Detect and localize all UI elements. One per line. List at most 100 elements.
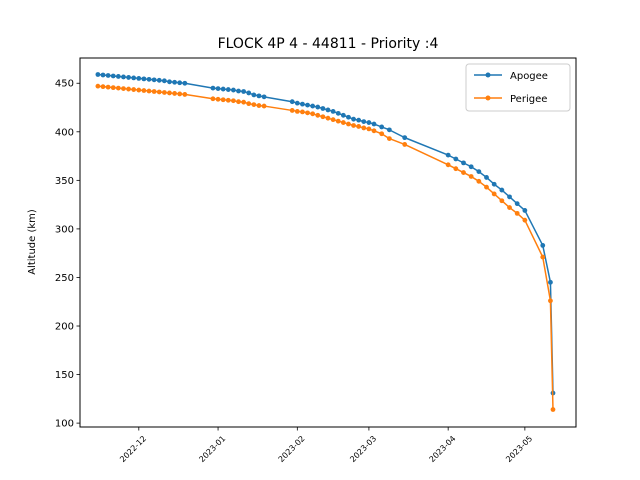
data-point-apogee [300, 101, 305, 107]
plot-lines [95, 72, 556, 412]
data-point-apogee [366, 120, 372, 125]
data-point-apogee [514, 201, 520, 207]
data-point-perigee [236, 99, 241, 105]
data-point-apogee [172, 79, 177, 85]
data-point-apogee [110, 73, 116, 79]
data-point-perigee [548, 298, 553, 304]
data-point-perigee [210, 96, 216, 102]
y-tick-label: 300 [55, 224, 74, 235]
data-point-apogee [100, 72, 106, 78]
data-point-perigee [335, 118, 341, 124]
data-point-perigee [361, 125, 367, 131]
data-point-apogee [484, 175, 489, 180]
data-point-apogee [210, 85, 216, 91]
data-point-perigee [261, 103, 267, 109]
data-point-perigee [445, 162, 451, 168]
data-point-apogee [548, 279, 553, 285]
data-point-perigee [167, 90, 172, 96]
data-point-apogee [356, 117, 362, 123]
data-point-apogee [141, 76, 147, 82]
data-point-perigee [453, 166, 459, 172]
data-point-apogee [499, 187, 505, 193]
data-point-apogee [315, 104, 321, 110]
data-point-apogee [310, 103, 316, 109]
data-point-perigee [215, 96, 221, 102]
data-point-apogee [335, 110, 341, 116]
data-point-apogee [167, 79, 172, 85]
legend-marker-perigee [485, 95, 491, 101]
data-point-perigee [402, 142, 408, 147]
data-point-apogee [402, 135, 408, 141]
data-point-perigee [379, 131, 385, 137]
data-point-perigee [310, 111, 316, 117]
data-point-apogee [289, 99, 295, 105]
data-point-perigee [294, 109, 300, 114]
data-point-perigee [126, 86, 131, 92]
y-tick-label: 100 [55, 419, 74, 430]
data-point-apogee [156, 77, 162, 83]
y-tick-label: 200 [55, 322, 74, 333]
data-point-apogee [371, 121, 377, 127]
data-point-perigee [110, 85, 116, 91]
y-axis-label: Altitude (km) [27, 209, 38, 275]
data-point-perigee [366, 126, 372, 132]
data-point-perigee [491, 191, 497, 197]
data-point-perigee [371, 128, 377, 134]
data-point-apogee [507, 194, 512, 200]
data-point-perigee [131, 87, 137, 92]
chart-title: FLOCK 4P 4 - 44811 - Priority :4 [218, 36, 439, 52]
data-point-perigee [315, 112, 321, 118]
data-point-perigee [550, 407, 556, 412]
data-point-perigee [161, 90, 167, 95]
data-point-perigee [346, 121, 351, 127]
data-point-perigee [177, 91, 183, 97]
data-point-perigee [241, 99, 247, 105]
data-point-apogee [261, 94, 267, 100]
data-point-perigee [231, 98, 236, 104]
data-point-apogee [131, 75, 137, 81]
data-point-perigee [172, 91, 177, 96]
data-point-perigee [136, 87, 142, 93]
data-point-perigee [320, 114, 326, 120]
data-point-apogee [340, 112, 346, 118]
data-point-apogee [146, 76, 152, 82]
data-point-perigee [220, 97, 226, 103]
y-tick-label: 400 [55, 127, 74, 138]
y-tick-label: 350 [55, 176, 74, 187]
data-point-perigee [251, 102, 257, 108]
data-point-apogee [445, 152, 451, 158]
data-point-perigee [540, 254, 546, 260]
data-point-apogee [251, 92, 257, 98]
data-point-apogee [95, 72, 101, 77]
data-point-apogee [161, 78, 167, 84]
data-point-apogee [151, 77, 157, 83]
data-point-apogee [346, 114, 351, 120]
data-point-perigee [151, 89, 157, 94]
data-point-perigee [300, 109, 305, 115]
data-point-apogee [231, 87, 236, 93]
data-point-perigee [499, 198, 505, 204]
data-point-apogee [115, 74, 121, 79]
y-tick-label: 150 [55, 370, 74, 381]
data-point-apogee [386, 127, 392, 133]
data-point-apogee [241, 89, 247, 94]
data-point-apogee [351, 116, 356, 122]
axes-frame [79, 57, 577, 428]
data-point-perigee [325, 115, 331, 121]
data-point-apogee [121, 74, 126, 80]
data-point-perigee [146, 88, 152, 94]
data-point-apogee [256, 93, 262, 99]
data-point-perigee [507, 205, 512, 210]
data-point-apogee [126, 75, 131, 80]
data-point-apogee [540, 243, 546, 248]
data-point-perigee [105, 84, 111, 90]
legend: Apogee Perigee [465, 63, 571, 112]
data-point-apogee [305, 102, 310, 108]
data-point-apogee [177, 80, 183, 86]
data-point-perigee [351, 123, 356, 128]
data-point-perigee [476, 178, 482, 184]
data-point-perigee [225, 97, 231, 103]
data-point-apogee [215, 86, 221, 91]
data-point-perigee [468, 174, 474, 179]
data-point-apogee [320, 106, 326, 111]
